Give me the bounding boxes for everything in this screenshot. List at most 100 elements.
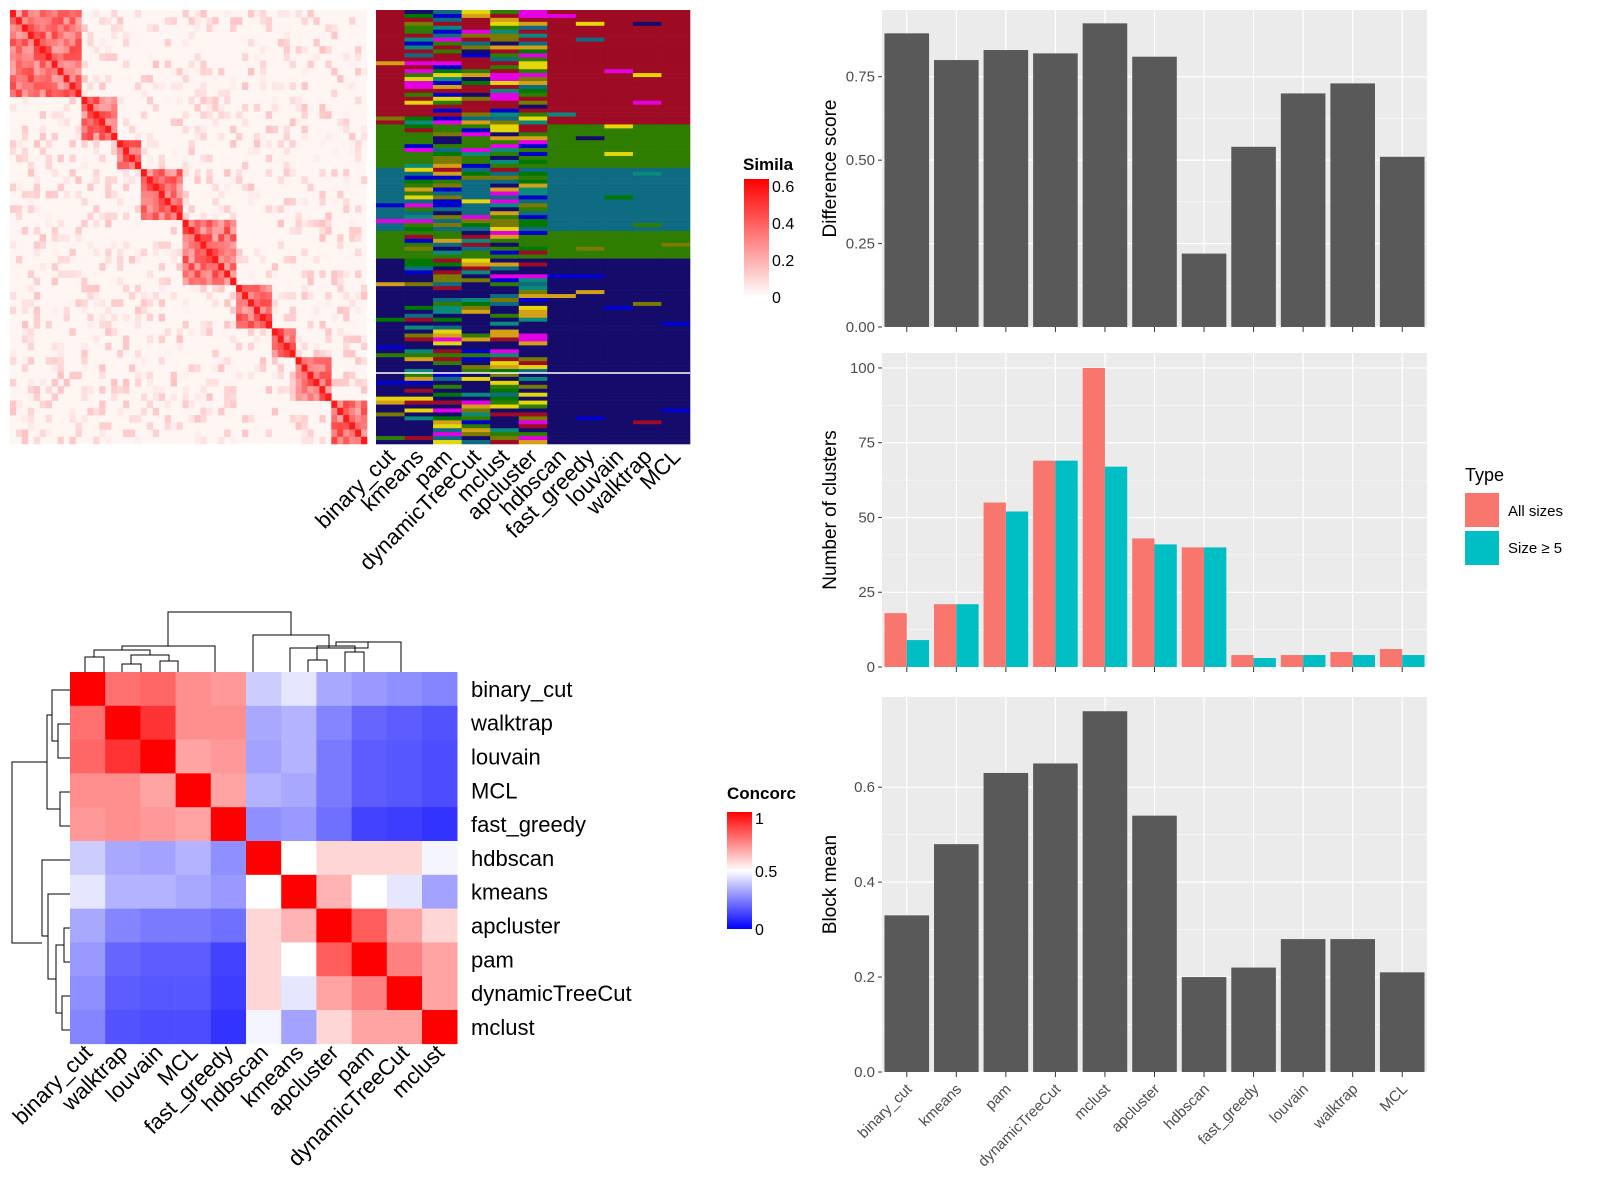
assignment-cell xyxy=(376,155,405,161)
similarity-cell xyxy=(39,234,46,242)
assignment-cell xyxy=(661,171,691,177)
similarity-cell xyxy=(45,190,52,199)
similarity-cell xyxy=(295,335,302,344)
similarity-cell xyxy=(271,96,279,105)
similarity-cell xyxy=(289,161,296,170)
similarity-cell xyxy=(355,140,362,148)
assignment-cell xyxy=(547,219,577,224)
similarity-cell xyxy=(242,292,249,300)
assignment-cell xyxy=(490,230,520,236)
similarity-cell xyxy=(343,422,350,430)
assignment-cell xyxy=(632,132,662,137)
similarity-cell xyxy=(75,147,82,155)
similarity-cell xyxy=(361,386,368,394)
similarity-cell xyxy=(212,198,219,206)
similarity-cell xyxy=(33,313,41,322)
y-tick-label: 0.0 xyxy=(854,1064,875,1081)
similarity-cell xyxy=(129,140,136,148)
assignment-cell xyxy=(518,365,548,370)
similarity-cell xyxy=(283,38,290,47)
similarity-cell xyxy=(99,132,106,141)
assignment-cell xyxy=(404,388,434,394)
similarity-cell xyxy=(10,378,17,387)
assignment-cell xyxy=(518,286,548,291)
similarity-cell xyxy=(123,241,130,249)
similarity-cell xyxy=(69,10,76,18)
assignment-cell xyxy=(461,341,491,346)
similarity-cell xyxy=(105,255,112,264)
assignment-cell xyxy=(461,116,491,121)
bar xyxy=(1330,939,1375,1072)
similarity-cell xyxy=(194,169,201,177)
similarity-cell xyxy=(75,429,82,438)
similarity-cell xyxy=(200,132,207,141)
concordance-cell xyxy=(175,773,212,808)
similarity-cell xyxy=(10,205,17,213)
similarity-cell xyxy=(21,53,29,61)
assignment-cell xyxy=(404,325,434,330)
similarity-cell xyxy=(129,147,136,155)
similarity-cell xyxy=(313,255,320,264)
similarity-cell xyxy=(51,342,58,351)
similarity-cell xyxy=(93,96,100,105)
assignment-cell xyxy=(547,416,577,421)
assignment-cell xyxy=(518,440,548,445)
similarity-cell xyxy=(188,31,195,40)
assignment-cell xyxy=(490,436,520,441)
similarity-cell xyxy=(361,407,368,416)
similarity-cell xyxy=(105,190,112,199)
assignment-cell xyxy=(490,298,520,303)
similarity-cell xyxy=(146,292,154,300)
similarity-cell xyxy=(10,38,17,47)
similarity-cell xyxy=(33,89,41,98)
similarity-cell xyxy=(99,263,106,271)
concordance-cell xyxy=(140,672,176,707)
concordance-cell xyxy=(281,672,317,707)
similarity-cell xyxy=(307,53,314,61)
assignment-cell xyxy=(604,199,634,204)
similarity-cell xyxy=(134,284,142,293)
assignment-cell xyxy=(661,365,691,370)
similarity-cell xyxy=(206,263,213,271)
similarity-cell xyxy=(146,198,154,206)
assignment-cell xyxy=(604,37,634,42)
similarity-cell xyxy=(271,205,279,213)
y-tick-label: 0.25 xyxy=(846,236,875,253)
assignment-cell xyxy=(518,207,548,212)
similarity-cell xyxy=(10,82,17,90)
assignment-cell xyxy=(575,309,605,315)
similarity-cell xyxy=(21,321,29,329)
assignment-cell xyxy=(404,317,434,322)
similarity-cell xyxy=(15,60,23,69)
similarity-cell xyxy=(289,313,296,322)
assignment-cell xyxy=(376,234,405,240)
similarity-cell xyxy=(39,46,46,54)
similarity-cell xyxy=(230,393,237,401)
assignment-cell xyxy=(376,305,405,311)
concordance-cell xyxy=(316,874,352,909)
assignment-cell xyxy=(376,341,405,346)
assignment-cell xyxy=(404,53,434,58)
similarity-cell xyxy=(206,111,213,119)
similarity-cell xyxy=(134,161,142,170)
similarity-cell xyxy=(63,75,70,83)
similarity-cell xyxy=(27,89,35,98)
concordance-cell xyxy=(386,908,423,943)
assignment-cell xyxy=(433,262,462,267)
assignment-cell xyxy=(433,148,462,153)
similarity-cell xyxy=(57,342,64,351)
assignment-cell xyxy=(490,294,520,299)
similarity-cell xyxy=(277,241,284,249)
similarity-cell xyxy=(45,24,52,32)
assignment-cell xyxy=(575,230,605,236)
assignment-cell xyxy=(433,203,462,208)
similarity-cell xyxy=(134,313,142,322)
assignment-cell xyxy=(461,238,491,244)
similarity-cell xyxy=(253,38,261,47)
assignment-cell xyxy=(461,301,491,307)
assignment-cell xyxy=(604,227,634,232)
similarity-cell xyxy=(93,118,100,127)
assignment-cell xyxy=(632,155,662,161)
assignment-cell xyxy=(518,215,548,220)
similarity-cell xyxy=(319,140,326,148)
